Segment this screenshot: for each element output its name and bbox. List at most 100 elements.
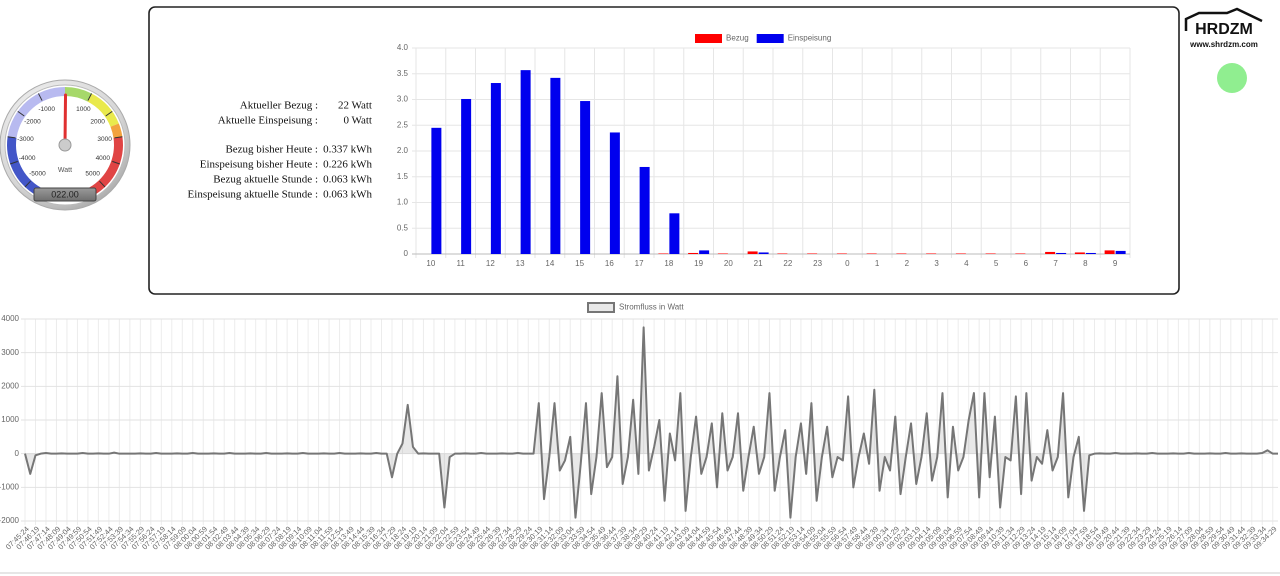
gauge-band (110, 123, 123, 139)
info-value: 0.063 kWh (323, 189, 372, 201)
x-tick-label: 22 (783, 259, 792, 268)
x-tick-label: 23 (813, 259, 822, 268)
gauge-tick (17, 110, 25, 117)
y-tick-label: 3.0 (397, 95, 409, 104)
y-tick-label: 0.5 (397, 223, 409, 232)
gauge-tick-label: 1000 (76, 106, 91, 113)
x-tick-label: 17 (635, 259, 644, 268)
gauge-tick-label: 5000 (85, 171, 100, 178)
gauge-display (33, 187, 97, 202)
info-label: Einspeisung bisher Heute : (200, 159, 318, 171)
gauge-tick-label: 4000 (96, 155, 111, 162)
bar (490, 83, 501, 255)
x-tick-label: 8 (1083, 259, 1088, 268)
bar (580, 101, 591, 254)
y-tick-label: 1.0 (397, 198, 409, 207)
bar (1015, 253, 1026, 254)
x-tick-label: 12 (486, 259, 495, 268)
bar (461, 98, 472, 254)
legend-label: Einspeisung (788, 34, 832, 43)
bar (777, 253, 788, 254)
bar (669, 213, 680, 254)
info-value: 0.063 kWh (323, 174, 372, 186)
bar (836, 253, 847, 254)
gauge-tick-label: -1000 (38, 106, 55, 113)
bar (609, 132, 620, 254)
x-tick-label: 14 (545, 259, 554, 268)
y-tick-label: 1.5 (397, 172, 409, 181)
x-tick-label: 5 (994, 259, 999, 268)
x-tick-label: 15 (575, 259, 584, 268)
y-tick-label: 4000 (1, 314, 19, 323)
gauge-tick (114, 136, 123, 139)
gauge-unit: Watt (58, 167, 72, 174)
gauge-band (89, 136, 124, 196)
bar (1056, 252, 1067, 254)
x-tick-label: 3 (934, 259, 939, 268)
bar (550, 77, 561, 255)
x-tick-label: 4 (964, 259, 969, 268)
bar (926, 253, 937, 254)
gauge-tick-label: 2000 (90, 119, 105, 126)
gauge-tick-label: 3000 (97, 136, 112, 143)
info-label: Bezug aktuelle Stunde : (213, 174, 318, 186)
gauge-hub (58, 138, 72, 152)
y-tick-label: -1000 (0, 482, 20, 491)
gauge-tick (105, 110, 113, 117)
x-tick-label: 19 (694, 259, 703, 268)
bar (747, 251, 758, 254)
info-value: 22 Watt (338, 100, 372, 112)
gauge-tick (37, 93, 43, 101)
bar (985, 253, 996, 254)
y-tick-label: 0 (15, 449, 20, 458)
x-tick-label: 16 (605, 259, 614, 268)
info-value: 0.337 kWh (323, 144, 372, 156)
gauge-display-value: 022.00 (51, 189, 79, 199)
info-label: Bezug bisher Heute : (225, 144, 318, 156)
x-tick-label: 2 (905, 259, 910, 268)
x-tick-label: 18 (664, 259, 673, 268)
legend-swatch (587, 302, 615, 313)
gauge-band (6, 136, 41, 196)
gauge-tick-label: -4000 (19, 155, 36, 162)
gauge-tick (99, 180, 106, 188)
status-indicator (1217, 63, 1247, 93)
gauge-tick (87, 93, 93, 101)
bar (699, 250, 710, 254)
y-tick-label: 3000 (1, 348, 19, 357)
gauge-band (87, 93, 119, 127)
line-series (24, 326, 1278, 519)
y-tick-label: 0 (404, 249, 409, 258)
bar (1045, 251, 1056, 254)
x-tick-label: 0 (845, 259, 850, 268)
bar (520, 70, 531, 255)
info-value: 0 Watt (343, 115, 372, 127)
gauge-tick-label: -3000 (17, 136, 34, 143)
y-tick-label: 2.5 (397, 120, 409, 129)
bar (1085, 252, 1096, 254)
bar (639, 166, 650, 254)
y-tick-label: 1000 (1, 415, 19, 424)
gauge-tick (7, 136, 16, 139)
gauge-tick (112, 160, 120, 165)
x-tick-label: 1 (875, 259, 880, 268)
gauge-needle (63, 93, 68, 147)
info-value: 0.226 kWh (323, 159, 372, 171)
bar (688, 252, 699, 254)
logo-text: HRDZM (1195, 21, 1253, 38)
legend-label: Stromfluss in Watt (619, 303, 684, 312)
bar (1115, 250, 1126, 254)
bar (758, 252, 769, 254)
bar (807, 253, 818, 254)
gauge-tick (10, 160, 18, 165)
x-tick-label: 7 (1053, 259, 1058, 268)
x-tick-label: 6 (1024, 259, 1029, 268)
y-tick-label: 3.5 (397, 69, 409, 78)
gauge-band (65, 87, 92, 102)
gauge-tick-label: -5000 (29, 171, 46, 178)
x-tick-label: 13 (516, 259, 525, 268)
logo-url: www.shrdzm.com (1189, 40, 1258, 49)
info-label: Einspeisung aktuelle Stunde : (188, 189, 318, 201)
y-tick-label: 2.0 (397, 146, 409, 155)
